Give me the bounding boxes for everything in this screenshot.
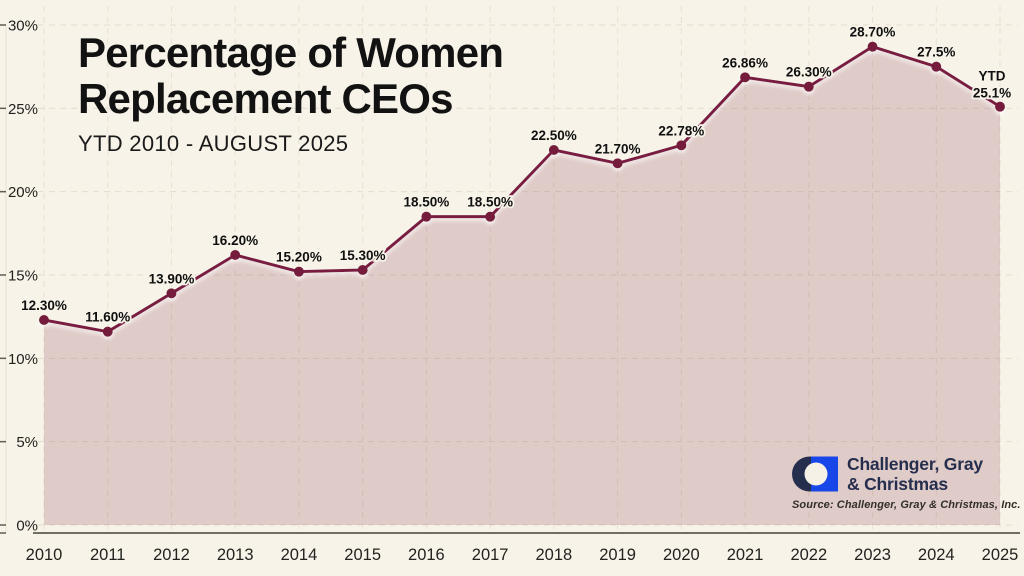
title-block: Percentage of Women Replacement CEOs YTD… [78,29,504,157]
data-point [293,266,304,277]
y-axis-tick-label: 20% [8,184,38,201]
x-axis-year-label: 2018 [536,546,573,564]
y-axis-tick-label: 30% [8,18,38,35]
data-point [995,101,1005,112]
data-point [102,326,113,337]
y-axis-tick-label: 5% [16,434,38,451]
data-point [357,265,368,275]
data-point-label: 15.20% [276,250,322,265]
x-axis-year-label: 2016 [408,546,445,564]
data-point-label: YTD 25.1% [973,69,1011,101]
x-axis-year-label: 2015 [344,546,381,564]
logo-text: Challenger, Gray & Christmas [847,454,983,494]
data-point [421,211,432,222]
data-point [548,145,559,155]
source-attribution: Source: Challenger, Gray & Christmas, In… [792,499,1021,511]
data-point [931,61,942,72]
logo-text-line-2: & Christmas [847,474,948,494]
chart-subtitle: YTD 2010 - AUGUST 2025 [78,131,349,156]
data-point-label: 26.30% [786,65,832,80]
logo-text-line-1: Challenger, Gray [847,454,983,474]
data-point-label: 18.50% [467,195,513,210]
x-axis-year-label: 2019 [599,546,636,564]
data-point-label: 22.78% [658,123,704,138]
data-point-label: 15.30% [340,248,386,263]
data-point [485,211,496,222]
data-point [39,315,49,325]
data-point [230,250,241,260]
chart-title-line-1: Percentage of Women [78,29,504,76]
y-axis-tick-label: 0% [16,518,38,535]
y-axis-tick-label: 10% [8,351,38,368]
logo-mark-icon [792,456,838,492]
x-axis-year-label: 2017 [472,546,509,564]
y-axis-tick-label: 25% [8,101,38,118]
x-axis-year-label: 2013 [217,546,254,564]
x-axis-year-label: 2023 [854,546,891,564]
data-point [676,140,687,151]
data-point-label: 22.50% [531,128,577,143]
trend-line-group [39,41,1005,337]
y-axis-tick-label: 15% [8,268,38,285]
data-point-label: 28.70% [850,25,896,40]
data-point [867,41,878,52]
area-fill [44,46,1000,526]
data-point [740,72,751,83]
logo-cream-circle [804,462,828,486]
x-axis-year-label: 2012 [153,546,190,564]
trend-line [42,45,1002,334]
x-axis-year-label: 2024 [918,546,955,564]
x-axis-year-label: 2020 [663,546,700,564]
data-point-label: 18.50% [404,195,450,210]
x-axis-year-label: 2025 [982,546,1019,564]
data-point-label: 26.86% [722,55,768,70]
data-point-label: 11.60% [85,310,130,325]
data-point [612,158,623,169]
data-point [166,288,177,299]
data-point-label: 16.20% [212,233,258,248]
chart-title-line-2: Replacement CEOs [78,75,453,122]
x-axis-year-label: 2014 [281,546,318,564]
x-axis-year-label: 2011 [90,546,125,564]
data-point-label: 12.30% [21,298,67,313]
data-point [803,81,814,92]
x-axis-year-label: 2010 [26,546,63,564]
x-axis-year-label: 2021 [727,546,764,564]
challenger-gray-christmas-logo: Challenger, Gray & Christmas [792,454,983,494]
x-axis-year-label: 2022 [790,546,827,564]
data-point-label: 27.5% [917,45,955,60]
data-point-label: 21.70% [595,141,641,156]
data-point-label: 13.90% [149,271,195,286]
